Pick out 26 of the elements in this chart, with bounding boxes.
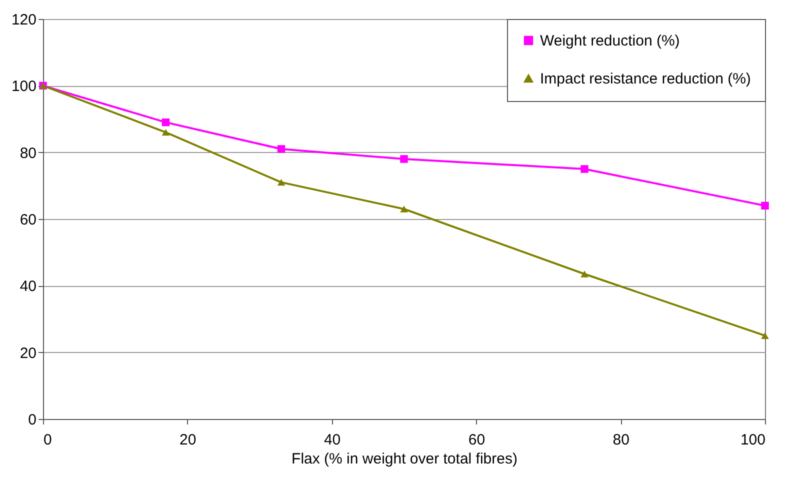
y-tick-label: 20 (20, 344, 36, 362)
y-tick-label: 120 (11, 12, 36, 28)
x-tick-label: 80 (612, 432, 630, 448)
point (162, 128, 170, 136)
x-tick-label: 20 (180, 432, 196, 448)
point (277, 178, 286, 186)
x-tick-label: 60 (468, 432, 486, 448)
legend-label: Impact resistance reduction (%) (540, 70, 751, 88)
point (162, 118, 170, 126)
point (400, 206, 408, 212)
point (761, 332, 769, 340)
y-tick-label: 80 (20, 144, 36, 162)
point (580, 270, 588, 278)
x-axis-title: Flax (% in weight over total fibres) (292, 450, 518, 468)
point (580, 165, 588, 173)
y-tick-label: 40 (20, 278, 36, 296)
point (277, 145, 286, 153)
x-tick-label: 40 (324, 432, 341, 448)
y-tick-label: 60 (20, 212, 36, 228)
x-tick-label: 0 (44, 432, 52, 448)
x-tick-label: 100 (740, 432, 766, 448)
y-tick-label: 0 (28, 412, 36, 428)
y-tick-label: 100 (11, 78, 36, 96)
point (761, 202, 769, 210)
legend-label: Weight reduction (%) (540, 32, 680, 50)
point (400, 155, 408, 163)
